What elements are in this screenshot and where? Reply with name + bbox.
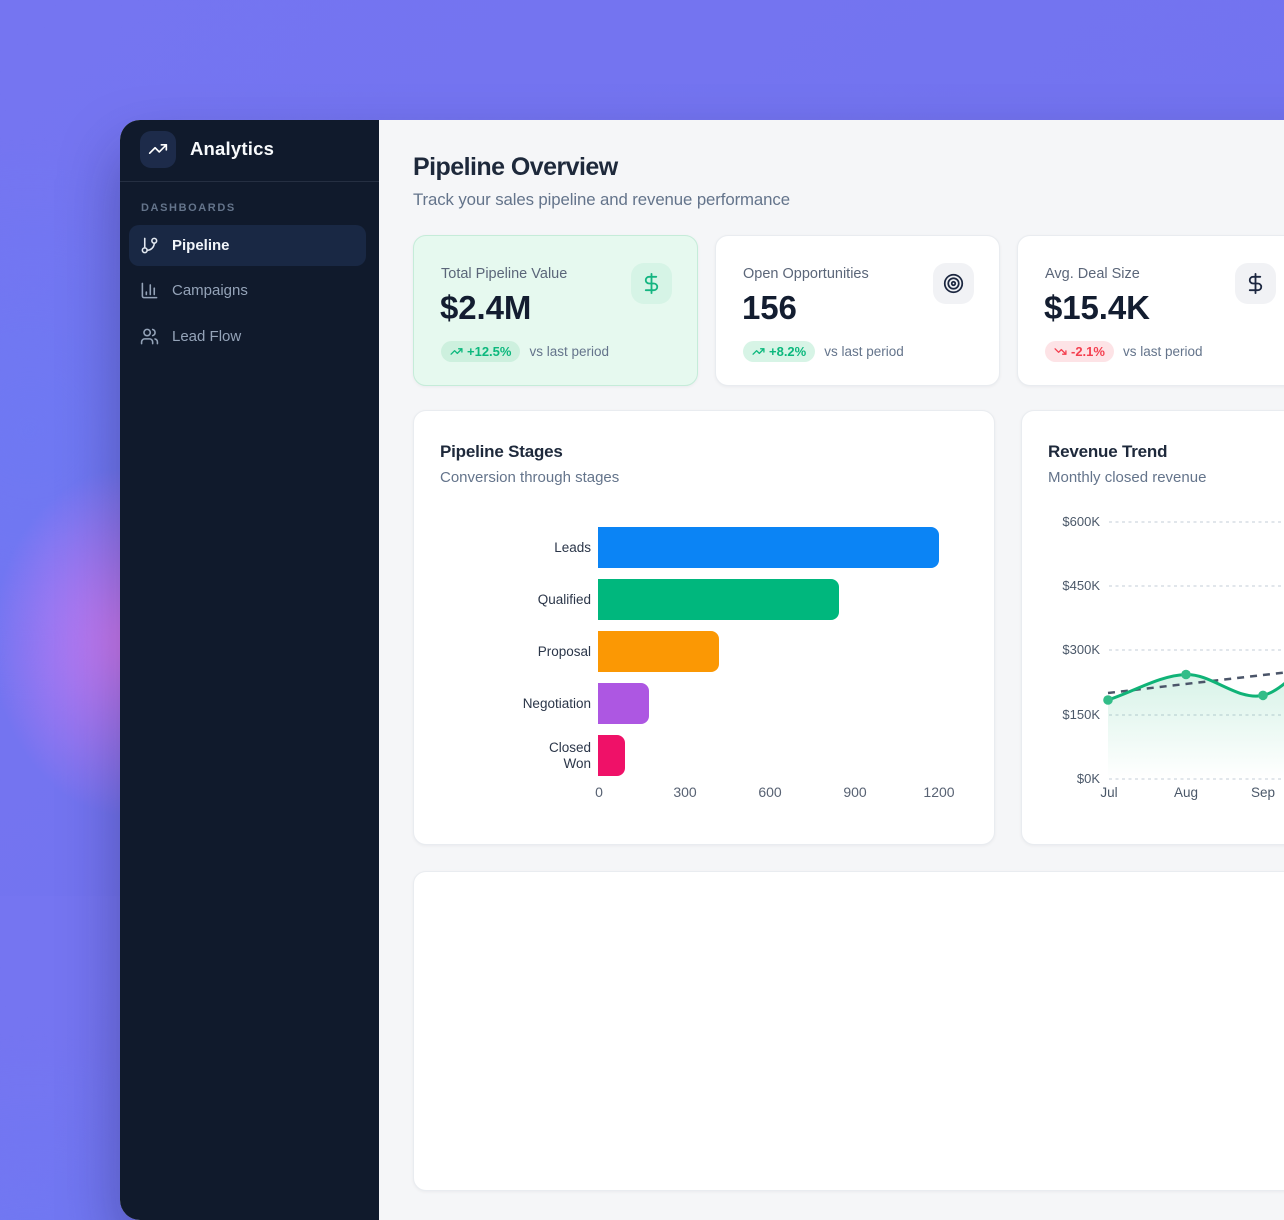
svg-text:$300K: $300K — [1062, 642, 1100, 657]
svg-text:$0K: $0K — [1077, 771, 1100, 786]
svg-text:Won: Won — [563, 756, 591, 771]
svg-text:$150K: $150K — [1062, 707, 1100, 722]
svg-text:Closed: Closed — [549, 740, 591, 755]
svg-text:1200: 1200 — [923, 784, 954, 800]
svg-text:Sep: Sep — [1251, 785, 1275, 800]
svg-text:600: 600 — [758, 784, 782, 800]
svg-text:Jul: Jul — [1100, 785, 1117, 800]
svg-text:Proposal: Proposal — [538, 644, 591, 659]
svg-text:Leads: Leads — [554, 540, 591, 555]
svg-text:300: 300 — [673, 784, 697, 800]
svg-text:0: 0 — [595, 784, 603, 800]
svg-text:Negotiation: Negotiation — [523, 696, 591, 711]
svg-text:$600K: $600K — [1062, 514, 1100, 529]
svg-text:Aug: Aug — [1174, 785, 1198, 800]
svg-text:$450K: $450K — [1062, 578, 1100, 593]
svg-text:900: 900 — [843, 784, 867, 800]
svg-text:Qualified: Qualified — [538, 592, 591, 607]
